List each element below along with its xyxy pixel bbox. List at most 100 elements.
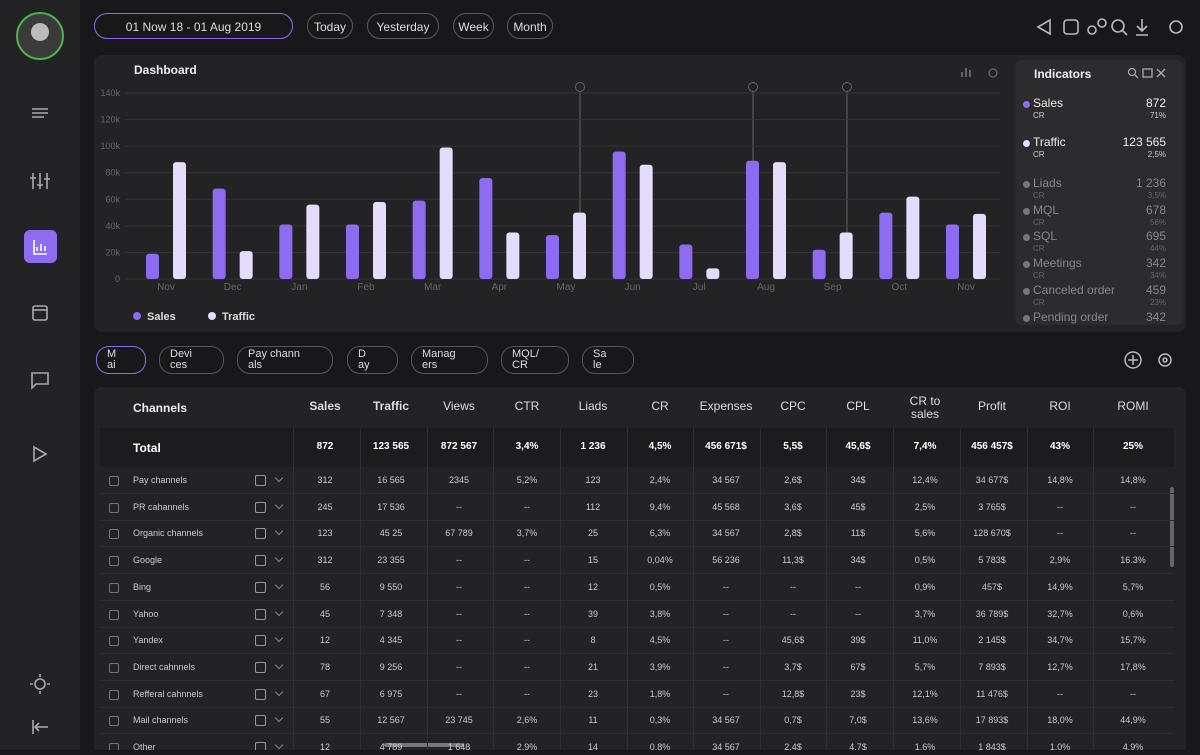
column-header[interactable]: Channels — [133, 401, 187, 415]
row-expand[interactable] — [275, 607, 283, 615]
cell-value: 12 567 — [377, 715, 405, 725]
row-label: Direct cahnnels — [133, 662, 195, 672]
row-checkbox[interactable] — [255, 582, 266, 593]
row-expand[interactable] — [275, 474, 283, 482]
row-checkbox[interactable] — [255, 689, 266, 700]
row-divider — [100, 733, 1174, 734]
avatar-head — [31, 23, 49, 41]
x-tick-label: May — [557, 282, 576, 293]
row-checkbox[interactable] — [255, 475, 266, 486]
header-button[interactable]: Month — [507, 13, 553, 39]
indicators-icons[interactable] — [1127, 67, 1177, 81]
row-expand[interactable] — [275, 634, 283, 642]
indicator-value: 678 — [1146, 203, 1166, 217]
indicator-cr: 23% — [1150, 298, 1166, 307]
bar — [479, 178, 492, 279]
x-tick-label: Nov — [157, 282, 175, 293]
total-value: 872 — [317, 441, 334, 452]
bar — [506, 233, 519, 280]
scrollbar[interactable] — [1170, 487, 1174, 567]
cell-value: -- — [1130, 502, 1136, 512]
row-checkbox[interactable] — [255, 742, 266, 750]
cell-value: 4,9% — [1123, 742, 1144, 750]
tab[interactable]: Sales — [582, 346, 634, 374]
cell-value: 0,3% — [650, 715, 671, 725]
tab[interactable]: Pay channals — [237, 346, 333, 374]
column-header[interactable]: Views — [426, 400, 492, 413]
bar — [173, 162, 186, 279]
column-divider — [627, 428, 628, 750]
row-checkbox[interactable] — [255, 528, 266, 539]
cell-value: 12,1% — [912, 689, 938, 699]
row-checkbox[interactable] — [255, 635, 266, 646]
date-picker[interactable]: 01 Now 18 - 01 Aug 2019 — [94, 13, 293, 39]
column-header[interactable]: Profit — [959, 400, 1025, 413]
cell-value: 12 — [320, 742, 330, 750]
row-expand[interactable] — [275, 714, 283, 722]
cell-value: 3,7$ — [784, 662, 802, 672]
tab[interactable]: Days — [347, 346, 398, 374]
column-header[interactable]: Expenses — [693, 400, 759, 413]
row-label: Organic channels — [133, 528, 203, 538]
column-divider — [960, 428, 961, 750]
toolbar-icons[interactable] — [1030, 15, 1190, 41]
indicator-name: Traffic — [1033, 135, 1066, 149]
column-header[interactable]: CR — [627, 400, 693, 413]
bar — [573, 213, 586, 279]
column-header[interactable]: CR to sales — [900, 395, 950, 421]
row-checkbox[interactable] — [255, 609, 266, 620]
column-header[interactable]: CPL — [825, 400, 891, 413]
header-button[interactable]: Today — [307, 13, 353, 39]
row-checkbox[interactable] — [255, 715, 266, 726]
bar — [146, 254, 159, 279]
total-value: 1 236 — [580, 441, 605, 452]
tab[interactable]: Managers — [411, 346, 488, 374]
cell-value: 7 348 — [380, 609, 403, 619]
row-checkbox[interactable] — [255, 662, 266, 673]
indicator-cr: 2,5% — [1148, 150, 1166, 159]
tab[interactable]: Main — [96, 346, 146, 374]
row-checkbox[interactable] — [255, 502, 266, 513]
y-tick-label: 20k — [105, 247, 120, 257]
cell-value: 14 — [588, 742, 598, 750]
row-expand[interactable] — [275, 527, 283, 535]
cell-value: 16.3% — [1120, 555, 1146, 565]
x-tick-label: Mar — [424, 282, 442, 293]
tab-label: Main — [107, 349, 119, 374]
row-expand[interactable] — [275, 741, 283, 749]
row-expand[interactable] — [275, 500, 283, 508]
row-icon — [109, 690, 119, 700]
cell-value: 45,6$ — [782, 635, 805, 645]
row-expand[interactable] — [275, 554, 283, 562]
cell-value: 34 567 — [712, 528, 740, 538]
column-header[interactable]: ROMI — [1100, 400, 1166, 413]
row-checkbox[interactable] — [255, 555, 266, 566]
bar — [306, 205, 319, 279]
cell-value: 2,8$ — [784, 528, 802, 538]
row-divider — [100, 573, 1174, 574]
cell-value: -- — [456, 555, 462, 565]
column-divider — [826, 428, 827, 750]
header-button[interactable]: Week — [453, 13, 494, 39]
row-expand[interactable] — [275, 661, 283, 669]
chart-icons[interactable] — [962, 68, 997, 77]
column-header[interactable]: Sales — [292, 400, 358, 413]
row-expand[interactable] — [275, 687, 283, 695]
row-expand[interactable] — [275, 581, 283, 589]
row-label: Yandex — [133, 635, 163, 645]
bar — [546, 235, 559, 279]
indicator-cr-label: CR — [1033, 271, 1045, 280]
column-header[interactable]: CTR — [494, 400, 560, 413]
table-actions[interactable] — [1120, 348, 1180, 372]
nav-icons[interactable] — [30, 109, 50, 734]
tab[interactable]: MQL/CR — [501, 346, 569, 374]
cell-value: 4 345 — [380, 635, 403, 645]
header-button[interactable]: Yesterday — [367, 13, 439, 39]
column-header[interactable]: Traffic — [358, 400, 424, 413]
tab[interactable]: Devices — [159, 346, 224, 374]
column-header[interactable]: CPC — [760, 400, 826, 413]
column-header[interactable]: Liads — [560, 400, 626, 413]
column-header[interactable]: ROI — [1027, 400, 1093, 413]
cell-value: 14,9% — [1047, 582, 1073, 592]
cell-value: -- — [456, 662, 462, 672]
